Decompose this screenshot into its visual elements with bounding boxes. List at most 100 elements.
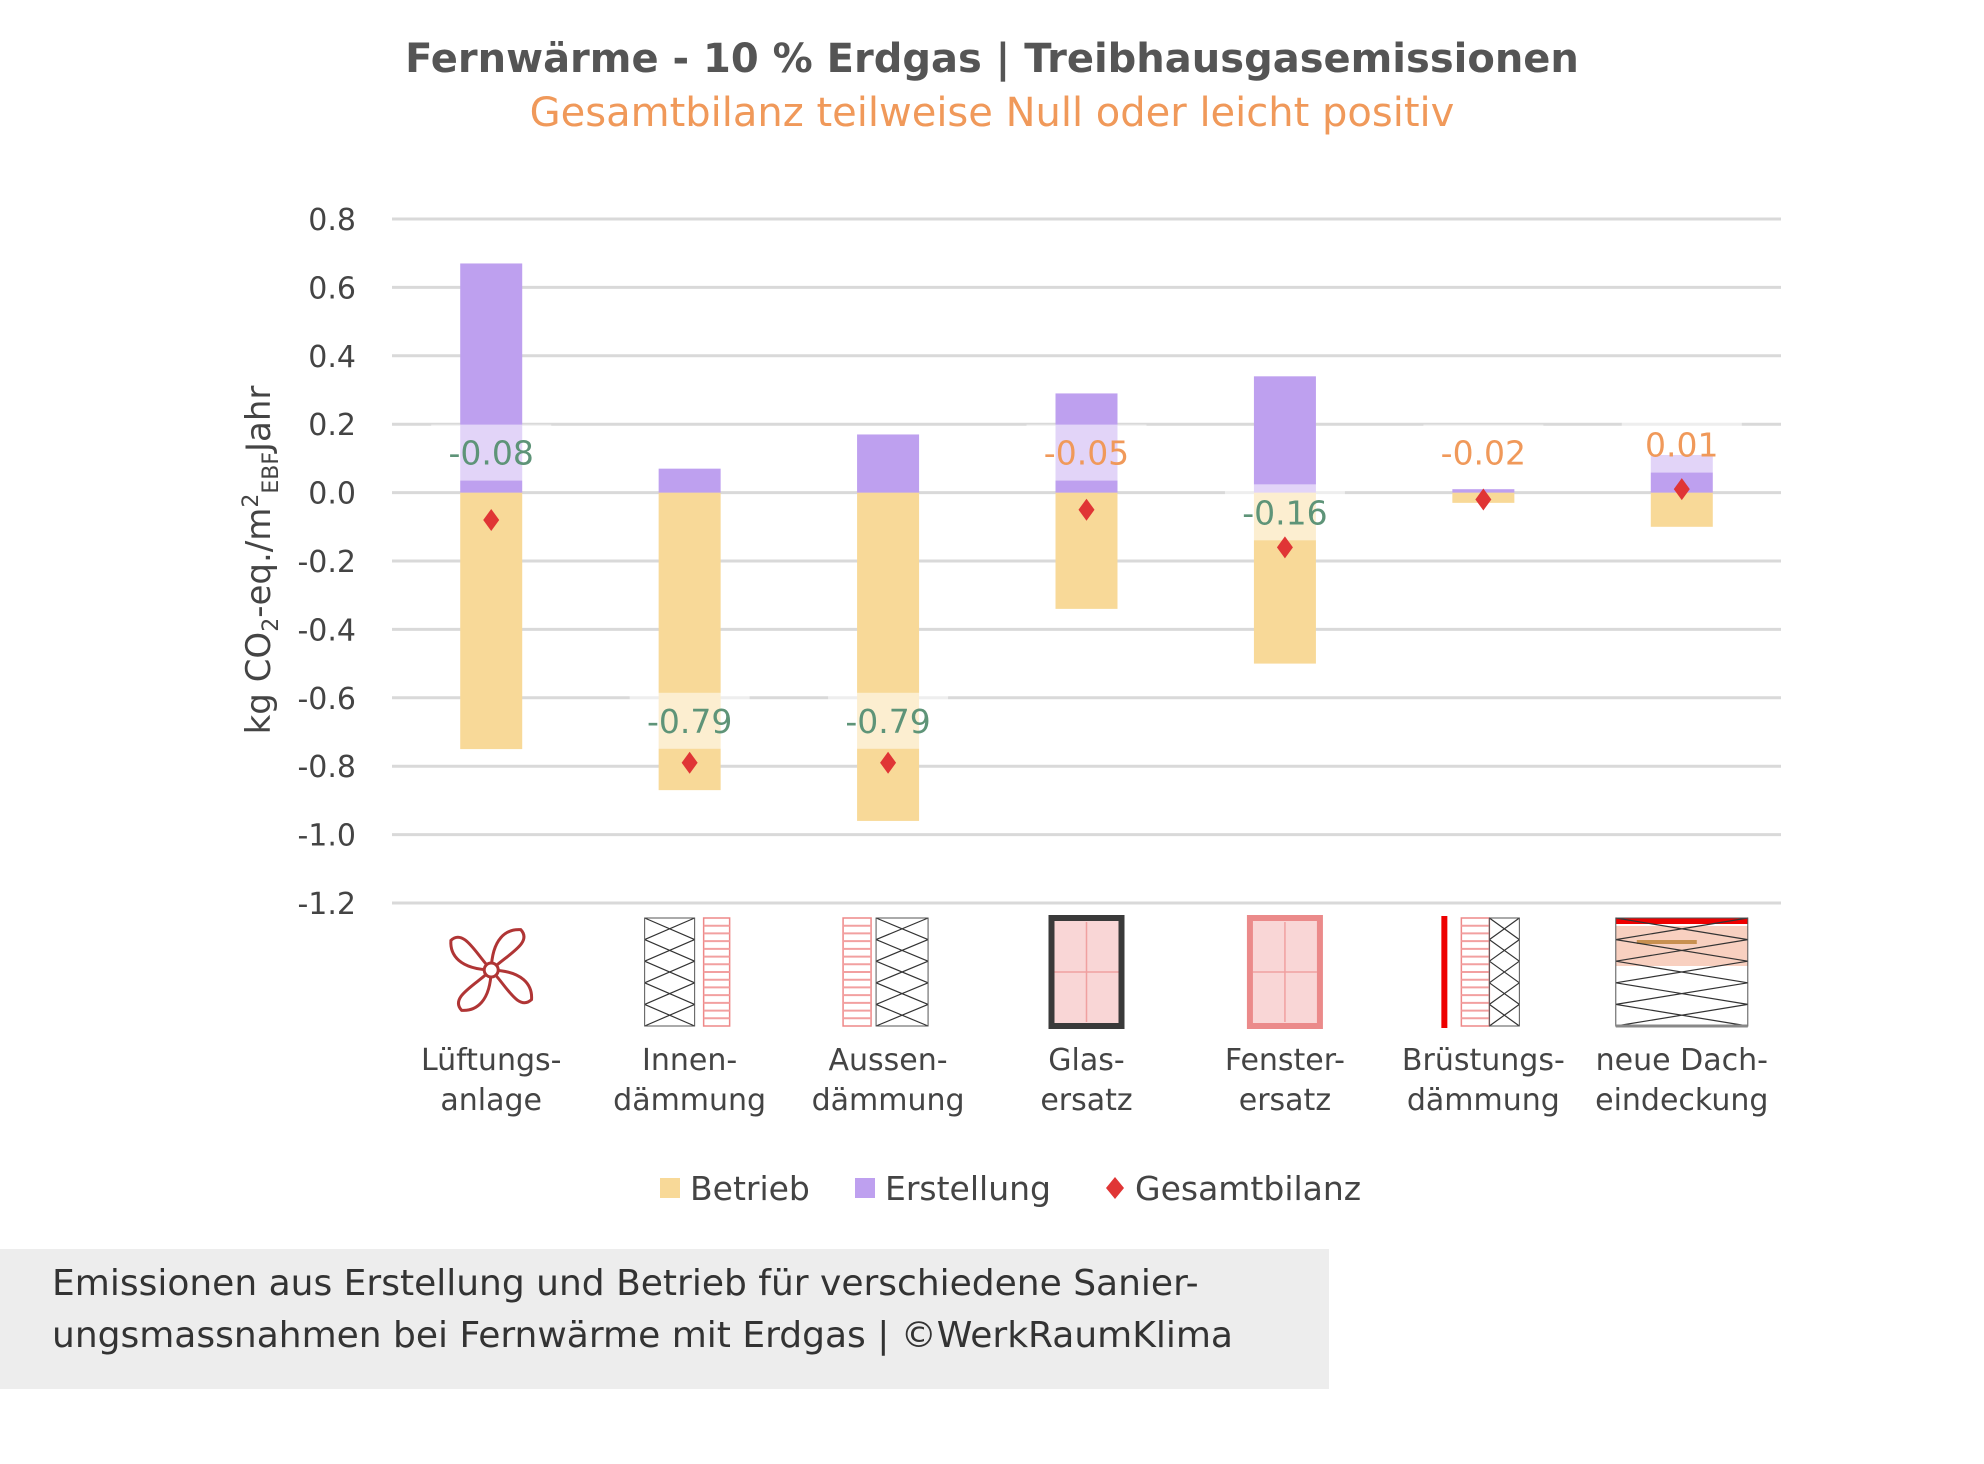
fan-blade xyxy=(487,968,534,1005)
gesamtbilanz-marker xyxy=(880,751,897,774)
category-label: Glas- xyxy=(1048,1043,1124,1078)
y-tick-label: 0.6 xyxy=(308,271,356,306)
data-label-bg xyxy=(1423,424,1544,481)
y-tick-label: -0.6 xyxy=(297,682,356,717)
roof-tile-layer xyxy=(1615,926,1748,966)
exterior-insulation-icon xyxy=(842,917,929,1027)
y-tick-label: -0.4 xyxy=(297,613,356,648)
chart-title: Fernwärme - 10 % Erdgas | Treibhausgasem… xyxy=(405,36,1579,82)
y-tick-label: -1.2 xyxy=(297,887,356,922)
gesamtbilanz-marker xyxy=(483,508,500,531)
hatch-line xyxy=(875,960,929,984)
parapet-red-layer xyxy=(1441,916,1448,1028)
data-label-bg xyxy=(1621,416,1742,473)
data-label-bg xyxy=(1026,424,1147,481)
fan-blade xyxy=(457,966,493,1012)
legend-swatch xyxy=(855,1178,875,1198)
bar-betrieb xyxy=(460,492,523,750)
hatch-line xyxy=(875,917,929,941)
roof-red-layer xyxy=(1615,918,1748,924)
hatch-line xyxy=(1489,917,1520,941)
legend-item-betrieb: Betrieb xyxy=(660,1169,810,1208)
legend-item-gesamtbilanz: Gesamtbilanz xyxy=(1106,1169,1361,1208)
chart-subtitle: Gesamtbilanz teilweise Null oder leicht … xyxy=(529,90,1455,136)
roof-batten xyxy=(1636,940,1697,944)
data-label-bg xyxy=(1224,484,1345,541)
category-label: eindeckung xyxy=(1595,1083,1768,1118)
roof-covering-icon xyxy=(1615,917,1749,1028)
category-label: Fenster- xyxy=(1225,1043,1345,1078)
hatch-line xyxy=(644,917,695,941)
data-label: -0.02 xyxy=(1441,434,1526,473)
hatch-line xyxy=(875,939,929,962)
fan-hub xyxy=(482,961,500,979)
chart-svg: 0.8 0.6 0.4 0.2 0.0 -0.2 -0.4 -0.6 -0.8 -1.0 -1.2 k… xyxy=(239,203,1781,1208)
y-tick-label: -0.8 xyxy=(297,750,356,785)
hatch-frame xyxy=(1488,917,1520,1027)
data-label: -0.08 xyxy=(449,434,534,473)
category-label: dämmung xyxy=(812,1083,965,1118)
bar-erstellung xyxy=(658,468,721,493)
legend-item-erstellung: Erstellung xyxy=(855,1169,1051,1208)
bar-erstellung xyxy=(857,434,920,493)
caption-line-1: Emissionen aus Erstellung und Betrieb fü… xyxy=(52,1263,1199,1304)
hatch-line xyxy=(644,939,695,962)
hatch-line xyxy=(1615,939,1748,962)
category-label: neue Dach- xyxy=(1596,1043,1768,1078)
category-label: Brüstungs- xyxy=(1402,1043,1565,1078)
data-label: -0.79 xyxy=(845,702,930,741)
legend-label: Gesamtbilanz xyxy=(1135,1169,1361,1208)
data-label: -0.05 xyxy=(1044,434,1129,473)
data-label: 0.01 xyxy=(1645,426,1718,465)
hatch-line xyxy=(1489,960,1520,984)
window-icon xyxy=(1246,915,1323,1029)
parapet-insulation-icon xyxy=(1441,916,1520,1028)
data-label: -0.79 xyxy=(647,702,732,741)
hatch-line xyxy=(1489,982,1520,1005)
y-tick-label: 0.4 xyxy=(308,340,356,375)
y-tick-label: -1.0 xyxy=(297,819,356,854)
fan-blade xyxy=(449,935,495,972)
hatch-line xyxy=(1615,1003,1748,1027)
hatch-frame xyxy=(644,917,696,1027)
legend-label: Erstellung xyxy=(885,1169,1051,1208)
gesamtbilanz-marker xyxy=(1673,478,1690,501)
hatch-line xyxy=(1489,939,1520,962)
legend-label: Betrieb xyxy=(690,1169,810,1208)
glass-pane-icon xyxy=(1048,915,1125,1029)
fan-blade xyxy=(489,928,526,974)
hatch-line xyxy=(1615,917,1748,941)
gesamtbilanz-marker xyxy=(1276,536,1293,559)
category-label: dämmung xyxy=(1407,1083,1560,1118)
y-tick-label: 0.2 xyxy=(308,408,356,443)
data-label-bg xyxy=(828,692,949,749)
category-label: Innen- xyxy=(642,1043,737,1078)
window-mullion xyxy=(1252,922,1317,1022)
glass-mullion xyxy=(1054,922,1119,1022)
y-tick-label: -0.2 xyxy=(297,545,356,580)
data-label: -0.16 xyxy=(1242,493,1327,532)
data-label-bg xyxy=(629,692,750,749)
category-label: anlage xyxy=(440,1083,542,1118)
hatch-line xyxy=(1489,1003,1520,1027)
caption-box: Emissionen aus Erstellung und Betrieb fü… xyxy=(0,1249,1329,1389)
y-tick-label: 0.0 xyxy=(308,477,356,512)
y-tick-label: 0.8 xyxy=(308,203,356,238)
hatch-line xyxy=(1615,960,1748,984)
hatch-line xyxy=(644,1003,695,1027)
gesamtbilanz-marker xyxy=(681,751,698,774)
data-label-bg xyxy=(431,424,552,481)
category-label: dämmung xyxy=(613,1083,766,1118)
gesamtbilanz-marker xyxy=(1078,498,1095,521)
legend-swatch xyxy=(660,1178,680,1198)
hatch-line xyxy=(644,960,695,984)
category-label: Aussen- xyxy=(829,1043,948,1078)
hatch-line xyxy=(875,1003,929,1027)
hatch-line xyxy=(875,982,929,1005)
hatch-line xyxy=(1615,982,1748,1005)
y-axis-label: kg CO2-eq./m2EBFJahr xyxy=(239,386,284,735)
gesamtbilanz-marker xyxy=(1475,488,1492,511)
hatch-line xyxy=(644,982,695,1005)
interior-insulation-icon xyxy=(644,917,731,1027)
